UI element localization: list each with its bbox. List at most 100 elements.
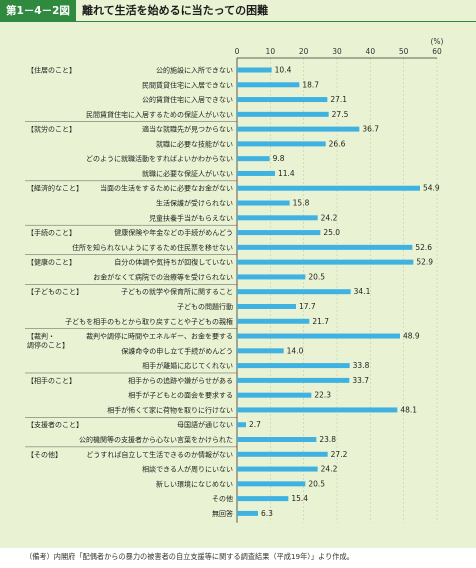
bar [237,141,326,147]
value-label: 26.6 [329,139,346,148]
category-label: 生活保護が受けられない [156,199,233,208]
value-label: 33.8 [353,361,370,370]
value-label: 36.7 [362,125,379,134]
value-label: 27.5 [332,110,349,119]
category-label: 裁判や調停に時間やエネルギー、お金を要する [86,332,233,341]
bar [237,377,350,383]
group-label: 【住居のこと】 [27,66,76,75]
category-label: お金がなくて病院での治療等を受けられない [93,272,233,281]
group-label: 【相手のこと】 [27,376,76,385]
category-label: 自分の体調や気持ちが回復していない [114,258,233,267]
bar [237,156,270,162]
x-tick-label: 50 [399,47,409,56]
value-label: 10.4 [275,66,292,75]
category-label: 無回答 [212,509,233,518]
value-label: 11.4 [278,169,295,178]
category-label: 住所を知られないようにするため住民票を移せない [72,243,233,252]
bar [237,510,258,516]
value-label: 15.8 [293,199,310,208]
bar [237,97,328,103]
group-label: 【経済的なこと】 [27,184,83,193]
value-label: 22.3 [314,391,331,400]
category-label: 民間賃貸住宅に入居できない [142,80,233,89]
category-label: 適当な就職先が見つからない [142,125,233,134]
value-label: 33.7 [352,376,369,385]
category-label: 相談できる人が周りにいない [142,465,233,474]
bar [237,422,246,428]
group-label: 【支援者のこと】 [27,420,83,429]
value-label: 15.4 [291,494,308,503]
group-label: 調停のこと】 [27,341,69,350]
value-label: 2.7 [249,420,261,429]
label-layer: 【住居のこと】 公的施設に入所できない民間賃貸住宅に入居できない公的賃貸住宅に入居… [27,66,233,518]
category-label: 就職に必要な技能がない [156,139,233,148]
bar [237,111,329,117]
bar [237,289,351,295]
bar [237,407,398,413]
figure-title: 離れて生活を始めるに当たっての困難 [82,4,269,17]
value-label: 52.9 [416,258,433,267]
category-label: 民間賃貸住宅に入居するための保証人がいない [86,110,233,119]
category-label: 新しい環境になじめない [156,479,233,488]
category-label: 就職に必要な保証人がいない [142,169,233,178]
bar [237,185,420,191]
bar [237,259,414,265]
unit-label: (%) [431,37,444,46]
bar [237,67,272,73]
value-label: 48.9 [403,332,420,341]
category-label: 児童扶養手当がもらえない [149,213,233,222]
bar-chart: (%) 0 10 20 30 40 50 60 【住居のこと】 公的施設に入所できない民間賃貸住… [25,37,444,523]
value-label: 18.7 [302,80,319,89]
group-label: 【就労のこと】 [27,125,76,134]
bar [237,451,328,457]
group-label: 【子どものこと】 [27,288,83,296]
bar [237,244,413,250]
category-label: 公的賃貸住宅に入居できない [142,95,233,104]
bar [237,274,306,280]
bar [237,230,321,236]
value-label: 34.1 [354,287,371,296]
figure-header: 第1－4－2図 離れて生活を始めるに当たっての困難 [0,0,476,22]
bar [237,496,289,502]
category-label: 子どもを相手のもとから取り戻すことや子どもの親権 [65,317,233,326]
category-label: 健康保険や年金などの手続がめんどう [114,228,233,237]
bar [237,363,350,369]
bar [237,303,296,309]
bar [237,170,275,176]
value-label: 14.0 [287,346,304,355]
value-label: 6.3 [261,509,273,518]
x-tick-label: 30 [332,47,342,56]
category-label: 相手が子どもとの面会を要求する [128,391,233,400]
category-label: どうすれば自立して生活できるのか情報がない [86,450,233,459]
bar [237,200,290,206]
source-note: （備考）内閣府「配偶者からの暴力の被害者の自立支援等に関する調査結果（平成19年… [25,552,354,561]
value-label: 48.1 [400,405,417,414]
bar [237,466,318,472]
category-label: 当面の生活をするために必要なお金がない [100,184,233,193]
value-label: 23.8 [319,435,336,444]
value-label: 21.7 [312,317,329,326]
bar [237,437,317,442]
value-label: 25.0 [323,228,340,237]
figure-number-badge: 第1－4－2図 [0,0,76,22]
category-label: 子どもの問題行動 [177,302,233,311]
axis-layer: (%) 0 10 20 30 40 50 60 [235,37,444,59]
group-label: 【手続のこと】 [27,228,76,237]
category-label: 相手が離婚に応じてくれない [142,361,233,370]
header-divider [0,21,476,22]
value-label: 27.2 [331,450,348,459]
bar [237,333,400,339]
category-label: その他 [212,494,233,503]
category-label: 母国語が通じない [177,420,233,429]
category-label: 保護命令の申し立て手続がめんどう [121,346,233,355]
value-label: 17.7 [299,302,316,311]
bar [237,82,300,88]
group-label: 【その他】 [27,450,62,459]
category-label: 相手が怖くて家に荷物を取りに行けない [107,405,233,414]
value-label: 24.2 [321,213,338,222]
value-label: 20.5 [308,272,325,281]
value-label: 20.5 [308,479,325,488]
category-label: 公的機関等の支援者から心ない言葉をかけられた [79,435,233,444]
bar [237,215,318,221]
bar-layer: 10.4 18.7 27.1 27.5 36.7 26.6 9.8 11.4 54.9 15.8 2… [237,66,440,518]
